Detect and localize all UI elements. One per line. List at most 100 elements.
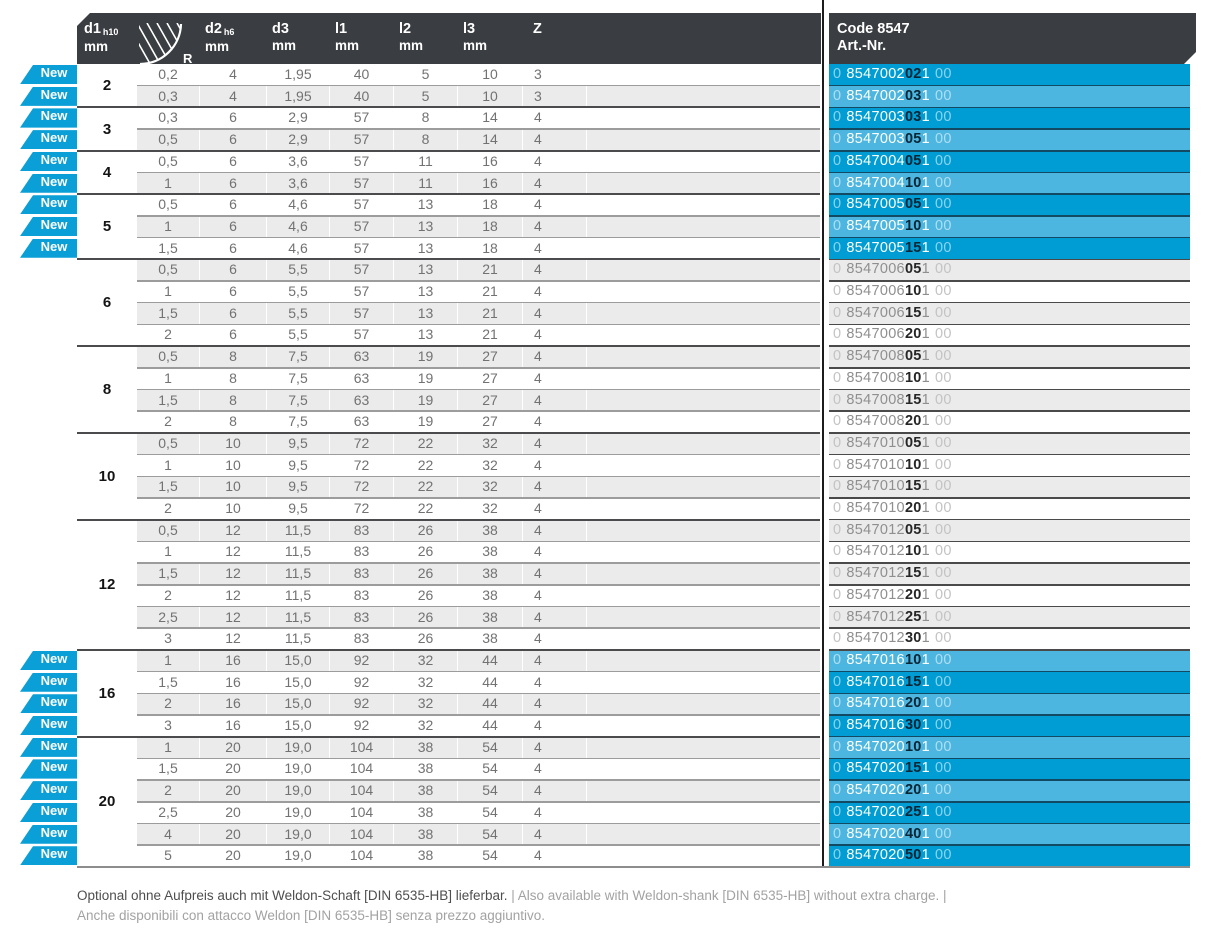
art-number-part: 05	[904, 131, 922, 148]
cell-l2: 5	[394, 64, 458, 86]
art-number-part: 8547012	[846, 543, 905, 560]
table-row: 1 6 3,6 57 11 16 4	[137, 172, 820, 195]
cell-l2: 11	[394, 150, 458, 173]
new-badge: New	[20, 824, 77, 844]
art-number-part: 03	[904, 87, 922, 104]
new-badge: New	[20, 130, 77, 150]
row-separator	[137, 801, 820, 803]
art-number-part: 00	[935, 608, 952, 625]
art-number-part: 0	[833, 456, 842, 473]
art-number-part: 02	[904, 66, 922, 82]
cell-d3: 7,5	[267, 346, 330, 368]
cell-l2: 13	[394, 281, 458, 303]
cell-d2: 10	[200, 432, 267, 455]
art-number-part: 00	[935, 239, 952, 256]
cell-l3: 21	[458, 324, 523, 347]
cell-d2: 20	[200, 823, 267, 846]
art-number: 0 8547012251 00	[829, 606, 1190, 629]
cell-z: 4	[523, 736, 587, 759]
art-number-part: 1	[921, 87, 931, 104]
cell-l1: 57	[330, 324, 394, 347]
art-number: 0 8547020401 00	[829, 823, 1190, 846]
table-row: 2 6 5,5 57 13 21 4	[137, 324, 820, 347]
art-number-part: 8547020	[846, 803, 905, 820]
row-separator	[77, 431, 820, 434]
cell-z: 4	[523, 649, 587, 672]
cell-filler	[587, 281, 820, 303]
table-row: 0,3 6 2,9 57 8 14 4	[137, 107, 820, 130]
art-number-part: 8547006	[846, 261, 905, 278]
art-number: 0 8547020251 00	[829, 801, 1190, 824]
cell-z: 4	[523, 823, 587, 846]
art-number-part: 1	[921, 391, 931, 408]
art-number-part: 00	[935, 478, 952, 495]
art-number-part: 10	[904, 456, 922, 473]
art-number-part: 8547016	[846, 695, 905, 712]
art-row-separator	[829, 171, 1190, 174]
new-badge: New	[20, 216, 77, 237]
row-separator	[77, 149, 820, 152]
cell-l3: 27	[458, 367, 523, 390]
table-row: 1 6 5,5 57 13 21 4	[137, 281, 820, 303]
cell-d2: 16	[200, 715, 267, 737]
cell-r: 2,5	[137, 801, 200, 824]
art-number-part: 8547008	[846, 348, 905, 365]
art-number-part: 8547006	[846, 326, 905, 343]
art-number: 0 8547005151 00	[829, 237, 1190, 260]
art-number-part: 0	[833, 66, 842, 82]
cell-l3: 54	[458, 780, 523, 802]
row-separator	[137, 215, 820, 217]
art-number-part: 05	[904, 261, 922, 278]
art-number-part: 20	[904, 413, 922, 430]
art-number-part: 0	[833, 847, 842, 864]
new-badge: New	[20, 65, 77, 85]
cell-r: 2	[137, 324, 200, 347]
cell-d3: 4,6	[267, 237, 330, 260]
art-number-part: 25	[904, 803, 922, 820]
art-number-part: 00	[935, 434, 952, 451]
cell-filler	[587, 411, 820, 433]
cell-z: 4	[523, 476, 587, 498]
cell-d3: 11,5	[267, 606, 330, 629]
art-number-part: 00	[935, 521, 952, 538]
cell-l3: 32	[458, 432, 523, 455]
art-number-part: 1	[921, 782, 931, 799]
cell-d3: 11,5	[267, 519, 330, 542]
table-row: 0,5 10 9,5 72 22 32 4	[137, 432, 820, 455]
cell-d2: 20	[200, 758, 267, 781]
row-separator	[137, 714, 820, 716]
cell-z: 3	[523, 85, 587, 108]
cell-d2: 20	[200, 845, 267, 867]
new-badge: New	[20, 694, 77, 714]
art-row-separator	[829, 518, 1190, 521]
cell-l2: 26	[394, 519, 458, 542]
art-number: 0 8547010151 00	[829, 476, 1190, 498]
cell-filler	[587, 173, 820, 195]
cell-z: 4	[523, 693, 587, 715]
cell-l2: 26	[394, 628, 458, 650]
row-separator	[137, 453, 820, 456]
cell-l1: 104	[330, 780, 394, 802]
art-row-separator	[829, 692, 1190, 695]
cell-l2: 32	[394, 693, 458, 715]
art-number-part: 40	[904, 825, 922, 842]
cell-l2: 13	[394, 237, 458, 260]
footer-line-2: Anche disponibili con attacco Weldon [DI…	[77, 907, 546, 923]
art-number: 0 8547005101 00	[829, 215, 1190, 238]
art-row-separator	[829, 453, 1190, 456]
art-row-separator	[829, 301, 1190, 304]
art-number-part: 0	[833, 782, 842, 799]
cell-z: 4	[523, 845, 587, 867]
cell-filler	[587, 303, 820, 325]
art-number-part: 8547004	[846, 174, 905, 191]
cell-l1: 40	[330, 85, 394, 108]
cell-l3: 38	[458, 606, 523, 629]
art-number-part: 8547006	[846, 283, 905, 299]
art-number-part: 8547005	[846, 217, 905, 234]
row-separator	[137, 844, 820, 846]
cell-filler	[587, 780, 820, 802]
art-row-separator	[829, 562, 1190, 564]
art-number: 0 8547002031 00	[829, 85, 1190, 108]
table-row: 0,5 12 11,5 83 26 38 4	[137, 519, 820, 542]
